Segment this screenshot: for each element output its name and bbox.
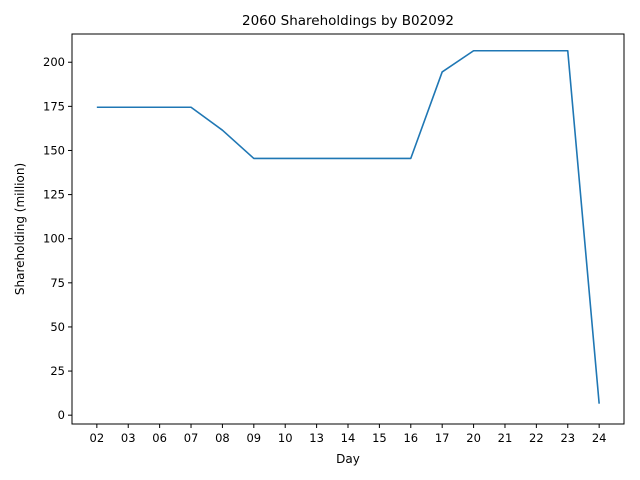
y-tick-label: 0: [58, 408, 65, 422]
y-axis-label: Shareholding (million): [13, 163, 27, 295]
y-tick-label: 150: [43, 143, 65, 157]
y-tick-label: 25: [50, 364, 65, 378]
x-tick-label: 13: [309, 431, 324, 445]
y-tick-label: 125: [43, 188, 65, 202]
x-tick-label: 23: [560, 431, 575, 445]
x-tick-label: 14: [341, 431, 356, 445]
y-axis: 0 25 50 75 100 125 150 175 200: [43, 55, 72, 422]
x-tick-label: 17: [435, 431, 450, 445]
x-tick-label: 15: [372, 431, 387, 445]
y-tick-label: 50: [50, 320, 65, 334]
x-tick-label: 10: [278, 431, 293, 445]
y-tick-label: 175: [43, 99, 65, 113]
series-line: [96, 49, 600, 404]
plot-frame: [71, 33, 625, 425]
x-tick-label: 20: [466, 431, 481, 445]
x-tick-label: 24: [592, 431, 607, 445]
y-tick-label: 75: [50, 276, 65, 290]
x-tick-label: 09: [246, 431, 261, 445]
x-tick-label: 06: [152, 431, 167, 445]
x-tick-label: 03: [121, 431, 136, 445]
x-tick-label: 02: [90, 431, 105, 445]
chart-title: 2060 Shareholdings by B02092: [242, 13, 454, 29]
x-tick-label: 08: [215, 431, 230, 445]
x-axis: 02 03 06 07 08 09 10 13 14 15 16 17 20 21 22 23 24: [90, 424, 607, 445]
x-axis-label: Day: [336, 452, 360, 466]
y-tick-label: 100: [43, 232, 65, 246]
x-tick-label: 22: [529, 431, 544, 445]
x-tick-label: 07: [184, 431, 199, 445]
y-tick-label: 200: [43, 55, 65, 69]
x-tick-label: 21: [498, 431, 513, 445]
x-tick-label: 16: [403, 431, 418, 445]
